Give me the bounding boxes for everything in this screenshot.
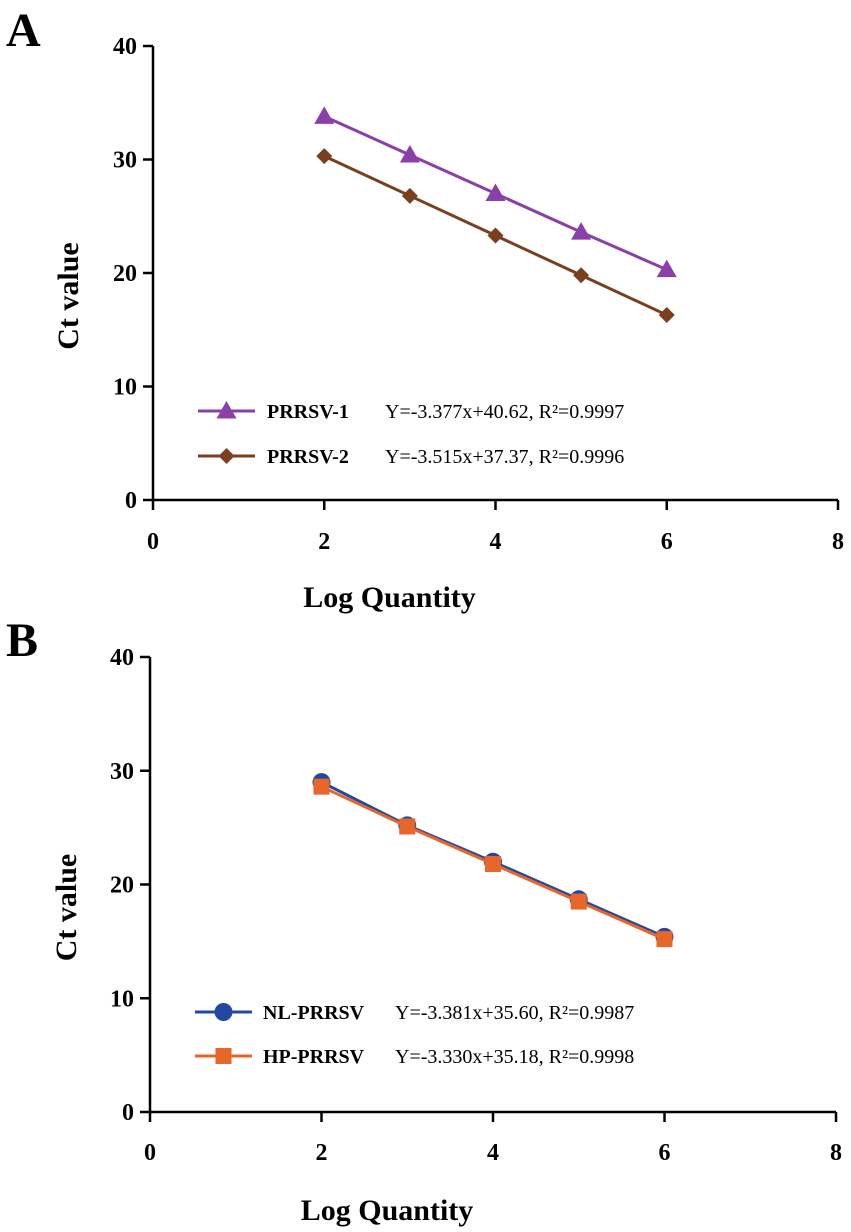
x-tick-label: 2 (316, 1140, 328, 1166)
y-tick-label: 30 (110, 759, 134, 785)
x-tick-label: 0 (144, 1140, 156, 1166)
legend-label: HP-PRRSV (263, 1046, 365, 1068)
series-prrsv-2 (316, 148, 675, 323)
legend-marker (215, 1048, 232, 1064)
data-point (487, 227, 504, 244)
y-tick-label: 40 (113, 34, 137, 60)
data-point (573, 267, 590, 284)
panel-label: A (6, 4, 41, 57)
y-tick-label: 10 (113, 375, 137, 401)
legend-label: PRRSV-2 (267, 446, 349, 468)
data-point (401, 187, 418, 204)
x-axis-title: Log Quantity (301, 1194, 474, 1227)
data-point (316, 148, 333, 165)
x-tick-label: 6 (659, 1140, 671, 1166)
legend-equation: Y=-3.330x+35.18, R²=0.9998 (395, 1046, 634, 1068)
x-tick-label: 0 (147, 529, 159, 555)
y-tick-label: 10 (110, 986, 134, 1012)
data-point (485, 856, 501, 873)
y-tick-label: 40 (110, 645, 134, 671)
y-tick-label: 30 (113, 148, 137, 174)
y-tick-label: 0 (122, 1100, 134, 1126)
chart-panel-b: B 0 10 20 30 40 0 2 4 6 8 Log Quantity Ct value NL-PR… (6, 614, 842, 1227)
data-point (399, 144, 420, 163)
y-tick-label: 0 (125, 488, 137, 514)
data-point (658, 306, 675, 323)
data-point (571, 222, 592, 240)
legend-equation: Y=-3.515x+37.37, R²=0.9996 (385, 446, 624, 468)
data-point (656, 931, 673, 948)
legend-label: NL-PRRSV (263, 1002, 365, 1024)
legend-label: PRRSV-1 (267, 401, 349, 423)
x-tick-label: 8 (830, 1140, 842, 1166)
data-point (399, 818, 416, 835)
legend-entry: NL-PRRSV Y=-3.381x+35.60, R²=0.9987 (195, 1002, 634, 1024)
panel-label: B (6, 614, 38, 667)
legend-equation: Y=-3.381x+35.60, R²=0.9987 (395, 1002, 634, 1024)
y-tick-label: 20 (113, 261, 137, 287)
legend-equation: Y=-3.377x+40.62, R²=0.9997 (385, 401, 624, 423)
data-point (485, 183, 506, 202)
x-tick-label: 6 (661, 529, 673, 555)
series-prrsv-1 (314, 106, 677, 278)
legend-marker (214, 1003, 233, 1021)
data-point (656, 259, 677, 278)
x-tick-label: 8 (832, 529, 844, 555)
legend-marker (216, 401, 237, 419)
legend-entry: PRRSV-2 Y=-3.515x+37.37, R²=0.9996 (198, 446, 624, 468)
y-axis-title: Ct value (52, 242, 85, 350)
x-tick-label: 4 (487, 1140, 499, 1166)
data-point (314, 106, 335, 124)
x-tick-label: 4 (490, 529, 502, 555)
x-axis-title: Log Quantity (303, 581, 476, 614)
data-point (570, 893, 587, 910)
x-tick-label: 2 (318, 529, 330, 555)
legend-entry: PRRSV-1 Y=-3.377x+40.62, R²=0.9997 (198, 401, 624, 423)
series-hp-prrsv (313, 778, 673, 948)
data-point (313, 778, 330, 795)
y-axis-title: Ct value (50, 854, 83, 962)
y-tick-label: 20 (110, 873, 134, 899)
legend-marker (218, 448, 235, 464)
chart-panel-a: A 0 10 20 30 40 0 2 4 6 8 Log Quantity Ct value PRRSV… (6, 4, 844, 614)
legend-entry: HP-PRRSV Y=-3.330x+35.18, R²=0.9998 (195, 1046, 634, 1068)
